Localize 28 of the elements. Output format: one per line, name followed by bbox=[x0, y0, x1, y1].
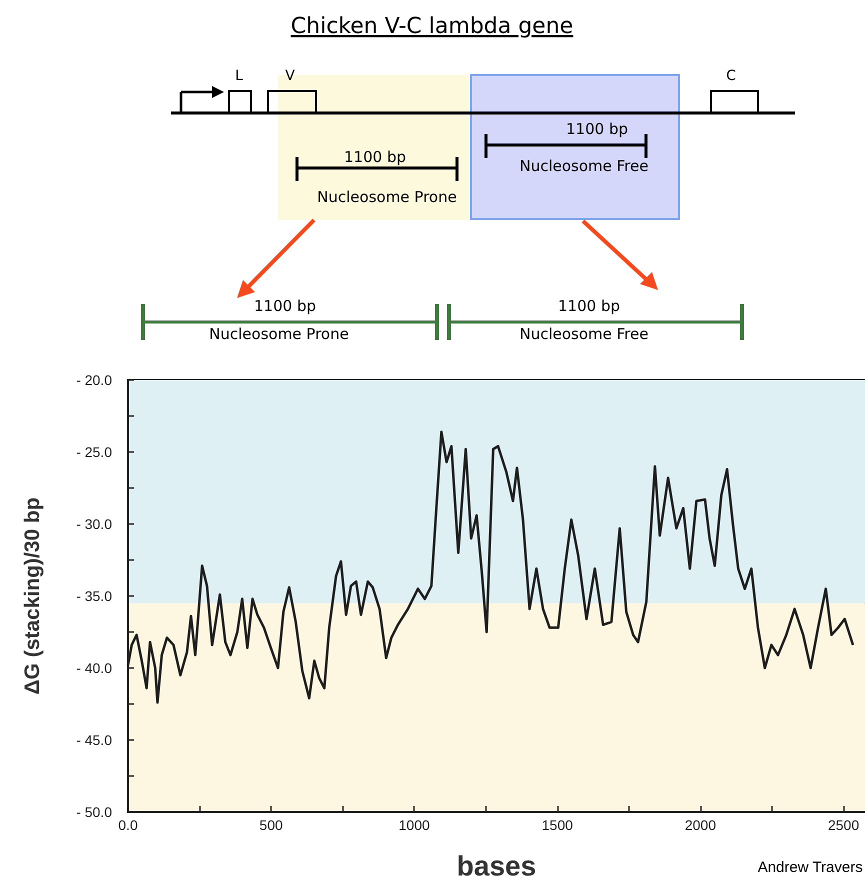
text: Nucleosome Free bbox=[520, 157, 648, 175]
y-tick-label: - 35.0 bbox=[76, 588, 112, 604]
text: Nucleosome Prone bbox=[317, 188, 457, 206]
y-tick-label: - 30.0 bbox=[76, 516, 112, 532]
chart-title: Chicken V-C lambda gene bbox=[290, 14, 574, 39]
y-tick-label: - 45.0 bbox=[76, 732, 112, 748]
text: V bbox=[285, 68, 296, 84]
x-tick-label: 1000 bbox=[398, 817, 430, 833]
text: Andrew Travers bbox=[758, 859, 863, 876]
x-tick-label: 2000 bbox=[684, 817, 716, 833]
y-axis-title: ΔG (stacking)/30 bp bbox=[21, 497, 44, 695]
x-axis-title: bases bbox=[456, 850, 536, 881]
text: C bbox=[726, 68, 736, 84]
text: 1100 bp bbox=[566, 120, 628, 138]
text: 1100 bp bbox=[558, 297, 620, 315]
y-tick-label: - 50.0 bbox=[76, 804, 112, 820]
text: Nucleosome Prone bbox=[209, 325, 349, 343]
text: 1100 bp bbox=[344, 148, 406, 166]
x-tick-label: 500 bbox=[259, 817, 283, 833]
text: 1100 bp bbox=[254, 297, 316, 315]
y-tick-label: - 25.0 bbox=[76, 444, 112, 460]
text: Nucleosome Free bbox=[520, 325, 648, 343]
text: L bbox=[235, 68, 244, 84]
y-tick-label: - 20.0 bbox=[76, 372, 112, 388]
x-tick-label: 0.0 bbox=[118, 817, 138, 833]
x-tick-label: 1500 bbox=[542, 817, 574, 833]
x-tick-label: 2500 bbox=[828, 817, 860, 833]
y-tick-label: - 40.0 bbox=[76, 660, 112, 676]
